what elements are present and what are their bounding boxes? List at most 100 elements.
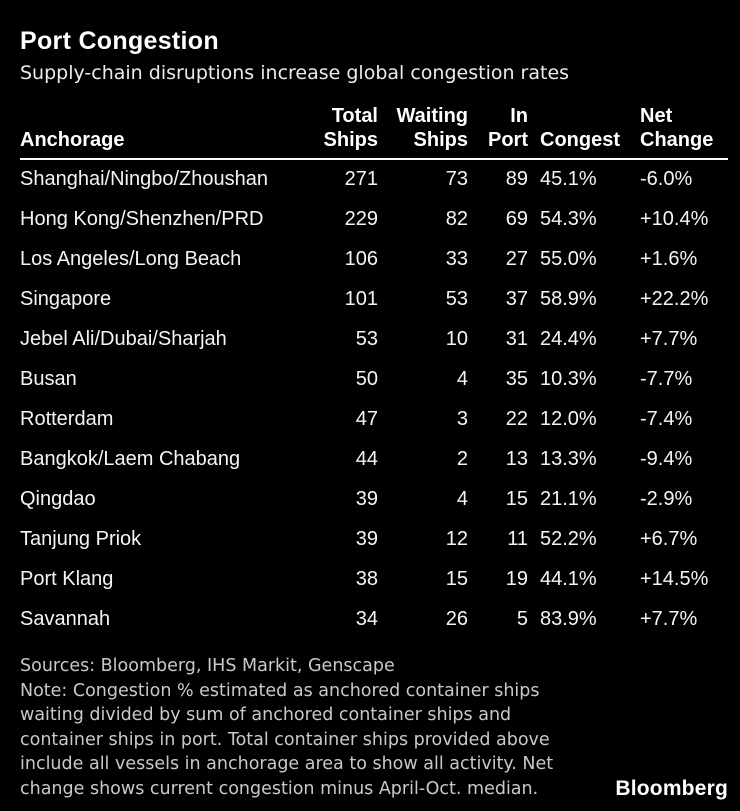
cell-congest: 10.3% xyxy=(540,367,597,390)
cell-waiting: 10 xyxy=(445,327,468,350)
cell-anchorage: Savannah xyxy=(20,607,111,630)
column-header-anchorage: Anchorage xyxy=(20,104,320,160)
table-row: Jebel Ali/Dubai/Sharjah 53 10 31 24.4% +7.7% xyxy=(20,319,728,359)
cell-waiting: 2 xyxy=(456,447,468,470)
footnote-line: Sources: Bloomberg, IHS Markit, Genscape xyxy=(20,656,395,676)
cell-congest: 13.3% xyxy=(540,447,597,470)
cell-in_port: 89 xyxy=(505,168,528,190)
cell-total: 39 xyxy=(355,527,378,550)
cell-net_change: +1.6% xyxy=(640,247,698,270)
table-row: Tanjung Priok 39 12 11 52.2% +6.7% xyxy=(20,519,728,559)
cell-net_change: -7.4% xyxy=(640,407,693,430)
cell-anchorage: Port Klang xyxy=(20,567,114,590)
cell-net_change: +14.5% xyxy=(640,567,709,590)
cell-net_change: +6.7% xyxy=(640,527,698,550)
cell-total: 106 xyxy=(344,247,378,270)
footnote-line: container ships in port. Total container… xyxy=(20,729,550,750)
cell-waiting: 33 xyxy=(445,247,468,270)
cell-net_change: -7.7% xyxy=(640,367,693,390)
cell-waiting: 12 xyxy=(445,527,468,550)
table-row: Shanghai/Ningbo/Zhoushan 271 73 89 45.1% -6.0… xyxy=(20,159,728,199)
cell-in_port: 69 xyxy=(505,207,528,230)
cell-in_port: 22 xyxy=(505,407,528,430)
cell-anchorage: Rotterdam xyxy=(20,407,114,430)
cell-in_port: 11 xyxy=(507,527,528,550)
footnote-line: Note: Congestion % estimated as anchored… xyxy=(20,680,540,701)
table-row: Savannah 34 26 5 83.9% +7.7% xyxy=(20,599,728,639)
cell-total: 50 xyxy=(355,367,378,390)
cell-total: 53 xyxy=(355,327,378,350)
table-body: Shanghai/Ningbo/Zhoushan 271 73 89 45.1% -6.0… xyxy=(20,159,728,639)
cell-in_port: 35 xyxy=(505,367,528,390)
cell-in_port: 37 xyxy=(505,287,528,310)
congestion-table: Anchorage Total Ships Waiting Ships In Port Con… xyxy=(20,104,728,639)
cell-net_change: +22.2% xyxy=(640,287,709,310)
cell-in_port: 15 xyxy=(505,487,528,510)
cell-congest: 21.1% xyxy=(540,487,597,510)
table-header-row: Anchorage Total Ships Waiting Ships In Port Con… xyxy=(20,104,728,160)
cell-anchorage: Singapore xyxy=(20,287,112,310)
cell-total: 39 xyxy=(355,487,378,510)
cell-total: 47 xyxy=(355,407,378,430)
cell-anchorage: Tanjung Priok xyxy=(20,527,142,550)
cell-congest: 55.0% xyxy=(540,247,597,270)
cell-waiting: 53 xyxy=(445,287,468,310)
cell-net_change: -2.9% xyxy=(640,487,693,510)
footnote-line: include all vessels in anchorage area to… xyxy=(20,754,554,774)
cell-waiting: 26 xyxy=(445,607,468,630)
cell-congest: 12.0% xyxy=(540,407,597,430)
cell-waiting: 15 xyxy=(445,567,468,590)
footer-notes: Sources: Bloomberg, IHS Markit, Genscape… xyxy=(20,654,728,801)
column-header-in_port: In Port xyxy=(468,104,528,160)
cell-congest: 58.9% xyxy=(540,287,597,310)
cell-net_change: +7.7% xyxy=(640,607,698,630)
cell-in_port: 5 xyxy=(516,607,528,630)
footnote-line: change shows current congestion minus Ap… xyxy=(20,778,539,799)
column-header-congest: Congest xyxy=(528,104,640,160)
cell-congest: 83.9% xyxy=(540,607,597,630)
cell-congest: 24.4% xyxy=(540,327,597,350)
cell-total: 229 xyxy=(344,207,378,230)
cell-waiting: 73 xyxy=(445,168,468,190)
cell-in_port: 19 xyxy=(505,567,528,590)
cell-congest: 44.1% xyxy=(540,567,597,590)
cell-total: 271 xyxy=(344,168,378,190)
column-header-waiting: Waiting Ships xyxy=(378,104,468,160)
cell-net_change: +10.4% xyxy=(640,207,709,230)
bloomberg-logo: Bloomberg xyxy=(615,777,728,800)
cell-total: 34 xyxy=(355,607,378,630)
table-row: Hong Kong/Shenzhen/PRD 229 82 69 54.3% +10.4% xyxy=(20,199,728,239)
table-row: Singapore 101 53 37 58.9% +22.2% xyxy=(20,279,728,319)
cell-in_port: 27 xyxy=(505,247,528,270)
cell-congest: 52.2% xyxy=(540,527,597,550)
cell-total: 44 xyxy=(355,447,378,470)
cell-waiting: 3 xyxy=(456,407,468,430)
page-title: Port Congestion xyxy=(20,27,219,55)
cell-in_port: 13 xyxy=(505,447,528,470)
table-row: Port Klang 38 15 19 44.1% +14.5% xyxy=(20,559,728,599)
page-subtitle: Supply-chain disruptions increase global… xyxy=(20,62,570,84)
cell-waiting: 4 xyxy=(456,487,468,510)
footnote-line: waiting divided by sum of anchored conta… xyxy=(20,705,512,725)
cell-net_change: +7.7% xyxy=(640,327,698,350)
table-header: Anchorage Total Ships Waiting Ships In Port Con… xyxy=(20,104,728,160)
cell-congest: 45.1% xyxy=(540,168,597,190)
cell-total: 38 xyxy=(355,567,378,590)
table-row: Rotterdam 47 3 22 12.0% -7.4% xyxy=(20,399,728,439)
cell-anchorage: Los Angeles/Long Beach xyxy=(20,247,242,270)
cell-anchorage: Qingdao xyxy=(20,487,96,510)
column-header-net_change: Net Change xyxy=(640,104,728,160)
table-row: Qingdao 39 4 15 21.1% -2.9% xyxy=(20,479,728,519)
cell-anchorage: Hong Kong/Shenzhen/PRD xyxy=(20,207,264,230)
table-row: Los Angeles/Long Beach 106 33 27 55.0% +1.6% xyxy=(20,239,728,279)
table-row: Busan 50 4 35 10.3% -7.7% xyxy=(20,359,728,399)
cell-anchorage: Busan xyxy=(20,367,77,390)
cell-waiting: 4 xyxy=(456,367,468,390)
cell-anchorage: Shanghai/Ningbo/Zhoushan xyxy=(20,168,268,190)
cell-total: 101 xyxy=(344,287,378,310)
cell-in_port: 31 xyxy=(505,327,528,350)
cell-net_change: -6.0% xyxy=(640,168,693,190)
cell-congest: 54.3% xyxy=(540,207,597,230)
cell-net_change: -9.4% xyxy=(640,447,693,470)
